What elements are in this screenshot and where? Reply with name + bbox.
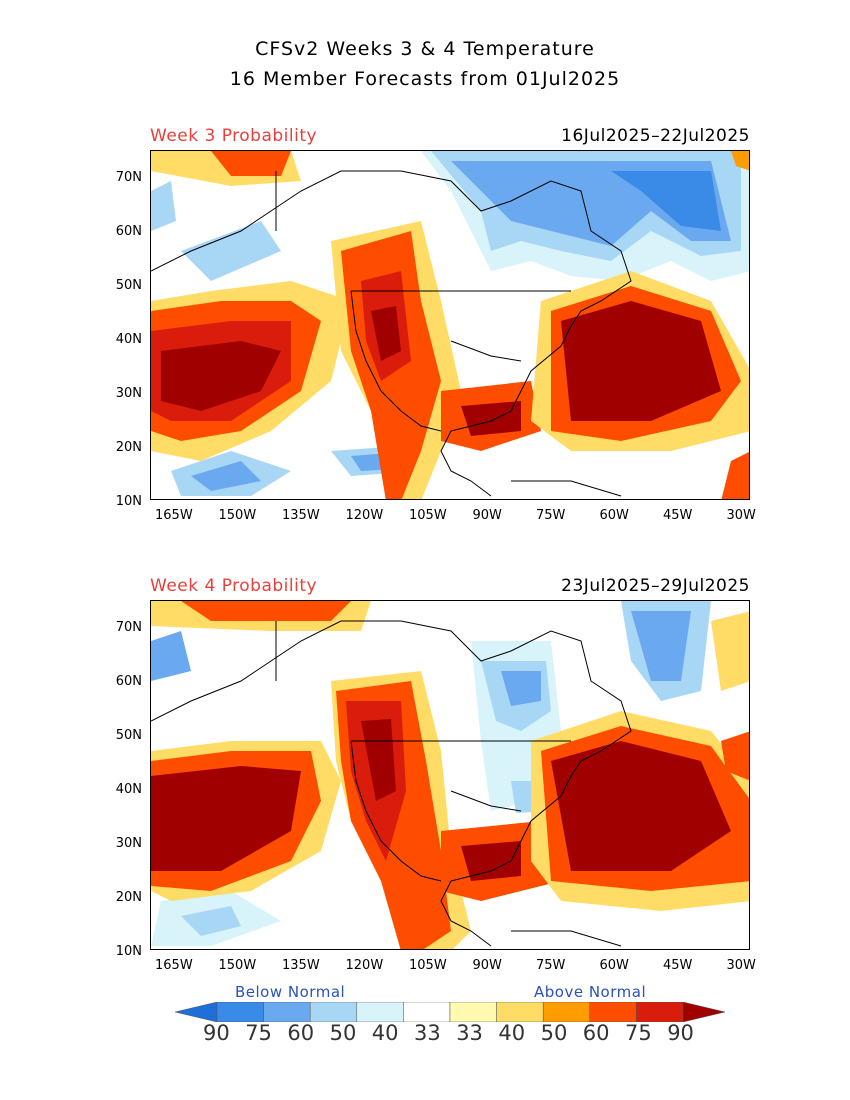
lat-tick-label: 40N [115, 782, 142, 797]
colorbar [175, 1002, 725, 1022]
lon-tick-label: 75W [536, 508, 566, 523]
lon-tick-label: 45W [663, 958, 693, 973]
above-normal-label: Above Normal [534, 983, 647, 1001]
colorbar-swatch [175, 1002, 218, 1022]
week3-dates: 16Jul2025–22Jul2025 [561, 126, 750, 146]
chart-title: CFSv2 Weeks 3 & 4 Temperature [255, 38, 595, 60]
colorbar-swatch [263, 1002, 311, 1022]
week4-map-field [151, 601, 749, 949]
week4-map [150, 600, 750, 950]
lat-tick-label: 60N [115, 674, 142, 689]
colorbar-swatch [636, 1002, 684, 1022]
colorbar-tick-label: 33 [414, 1021, 441, 1045]
lon-tick-label: 30W [726, 958, 756, 973]
colorbar-tick-label: 60 [582, 1021, 610, 1045]
lat-tick-label: 40N [115, 332, 142, 347]
lon-tick-label: 150W [218, 508, 257, 523]
colorbar-tick-label: 90 [203, 1021, 230, 1045]
colorbar-swatch [542, 1002, 591, 1022]
lat-tick-label: 10N [115, 494, 142, 509]
lat-tick-label: 60N [115, 224, 142, 239]
lon-tick-label: 60W [599, 508, 629, 523]
lon-tick-label: 150W [218, 958, 257, 973]
lat-tick-label: 70N [115, 620, 142, 635]
week3-map [150, 150, 750, 500]
lat-tick-label: 30N [115, 386, 142, 401]
lon-tick-label: 30W [726, 508, 756, 523]
lat-tick-label: 30N [115, 836, 142, 851]
week3-label: Week 3 Probability [150, 126, 318, 146]
colorbar-tick-label: 40 [498, 1021, 526, 1045]
lon-tick-label: 90W [472, 508, 502, 523]
lon-tick-label: 60W [599, 958, 629, 973]
colorbar-swatch [589, 1002, 637, 1022]
colorbar-swatch [403, 1002, 451, 1022]
colorbar-tick-label: 60 [287, 1021, 315, 1045]
colorbar-tick-label: 75 [625, 1021, 652, 1045]
colorbar-tick-label: 50 [540, 1021, 568, 1045]
lat-tick-label: 20N [115, 440, 142, 455]
lat-tick-label: 70N [115, 170, 142, 185]
lon-tick-label: 90W [472, 958, 502, 973]
lon-tick-label: 120W [345, 508, 384, 523]
colorbar-tick-label: 33 [456, 1021, 483, 1045]
lon-tick-label: 105W [409, 958, 447, 973]
colorbar-swatch [356, 1002, 404, 1022]
colorbar-tick-label: 75 [245, 1021, 272, 1045]
week4-coastlines [151, 620, 632, 947]
lon-tick-label: 75W [536, 958, 566, 973]
week3-map-field [151, 151, 749, 499]
lon-tick-label: 135W [282, 958, 320, 973]
lon-tick-label: 45W [663, 508, 693, 523]
colorbar-swatch [309, 1002, 358, 1022]
lon-tick-label: 120W [345, 958, 384, 973]
colorbar-swatch [682, 1002, 725, 1022]
below-normal-label: Below Normal [235, 983, 346, 1001]
colorbar-swatch [496, 1002, 544, 1022]
colorbar-tick-label: 40 [371, 1021, 399, 1045]
week4-label: Week 4 Probability [150, 576, 318, 596]
colorbar-tick-label: 50 [329, 1021, 357, 1045]
colorbar-swatch [216, 1002, 264, 1022]
colorbar-swatch [449, 1002, 497, 1022]
lon-tick-label: 165W [155, 958, 193, 973]
lat-tick-label: 50N [115, 278, 142, 293]
week4-below-normal-areas [151, 601, 711, 946]
lat-tick-label: 10N [115, 944, 142, 959]
colorbar-tick-label: 90 [667, 1021, 694, 1045]
lat-tick-label: 20N [115, 890, 142, 905]
chart-subtitle: 16 Member Forecasts from 01Jul2025 [229, 68, 621, 90]
week3-below-normal-areas [151, 151, 749, 496]
lon-tick-label: 135W [282, 508, 320, 523]
lon-tick-label: 165W [155, 508, 193, 523]
week3-coastlines [151, 170, 632, 497]
lon-tick-label: 105W [409, 508, 447, 523]
week4-dates: 23Jul2025–29Jul2025 [561, 576, 750, 596]
lat-tick-label: 50N [115, 728, 142, 743]
